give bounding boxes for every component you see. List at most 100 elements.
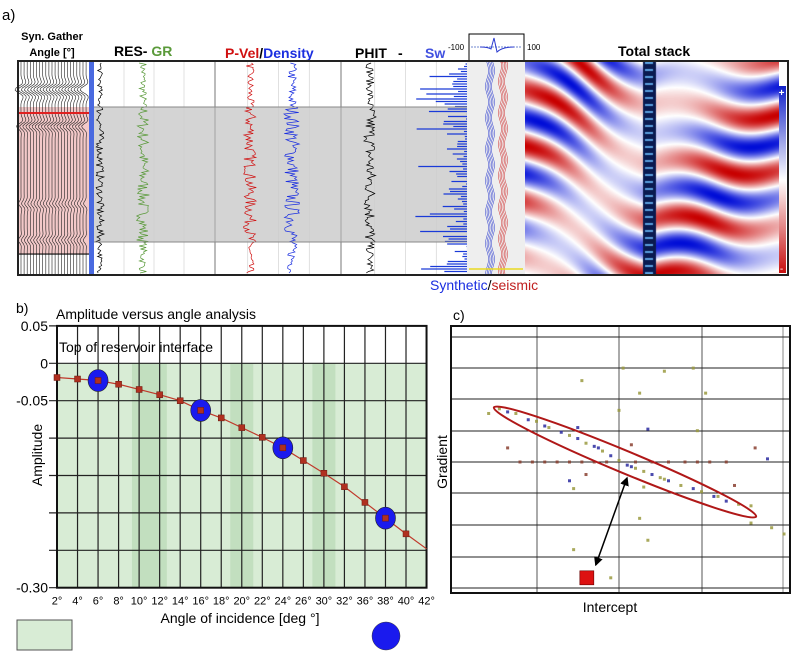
crossplot-point <box>568 460 571 464</box>
phit-label: PHIT <box>355 45 387 61</box>
avo-ylabel: Amplitude <box>29 424 45 486</box>
res-curve <box>95 62 106 274</box>
crossplot-point <box>506 410 510 414</box>
reservoir-zone <box>94 107 467 242</box>
avo-xtick-label: 8° <box>113 596 124 608</box>
colorbar-minus: - <box>780 264 783 275</box>
crossplot-point <box>568 479 571 483</box>
panel-b-label: b) <box>16 300 28 316</box>
crossplot-point <box>629 443 633 447</box>
gather-trace <box>33 61 43 274</box>
synthetic-trace <box>491 61 495 275</box>
crossplot-point <box>609 454 613 458</box>
crossplot-point <box>634 460 637 464</box>
gather-angle-label: Angle [°] <box>29 47 75 59</box>
crossplot-point <box>712 494 716 498</box>
crossplot-point <box>733 483 736 487</box>
res-gr-header: RES- GR <box>114 43 172 59</box>
gather-trace <box>48 61 58 274</box>
panel-c-label: c) <box>453 307 465 323</box>
avo-xtick-label: 22° <box>254 596 271 608</box>
avo-data-point <box>94 377 102 384</box>
double-arrow <box>594 476 629 567</box>
seismic-trace <box>504 61 508 275</box>
phit-curve <box>363 62 377 274</box>
avo-xtick-label: 40° <box>398 596 415 608</box>
synthetic-label: Synthetic <box>430 277 488 293</box>
crossplot-point <box>580 379 584 383</box>
wavelet-curve <box>479 37 515 54</box>
gather-title: Syn. Gather <box>21 31 83 43</box>
avo-data-point <box>176 397 184 404</box>
crossplot-point <box>658 476 662 480</box>
phit-sw-dash: - <box>398 45 403 61</box>
avo-xlabel: Angle of incidence [deg °] <box>161 610 320 626</box>
avo-data-point <box>74 375 81 383</box>
synthetic-seismic-label: Synthetic/seismic <box>430 277 538 293</box>
avo-data-point <box>361 499 369 506</box>
synthetic-trace <box>488 61 492 275</box>
crossplot-point <box>642 469 646 473</box>
crossplot-point <box>634 466 637 470</box>
crossplot-point <box>514 411 518 415</box>
avo-xtick-label: 20° <box>233 596 250 608</box>
panel-a-label: a) <box>2 7 15 24</box>
crossplot-point <box>535 419 538 423</box>
crossplot-point <box>638 516 642 520</box>
crossplot-point <box>518 460 522 464</box>
avo-data-point <box>135 386 143 393</box>
synthetic-trace <box>489 61 494 275</box>
avo-annotation: Top of reservoir interface <box>59 339 213 355</box>
gather-trace <box>42 61 52 274</box>
avo-ytick-label: 0.05 <box>21 318 48 334</box>
avo-ytick-label: -0.30 <box>16 580 48 596</box>
crossplot-point <box>695 429 699 433</box>
avo-chart: 2° 4° 6° 8° 10° 12° 14° 16° 18° 20° 22° 24° 26° 30° 32… <box>16 318 435 608</box>
gather-trace <box>73 61 83 274</box>
crossplot-point <box>580 460 584 464</box>
crossplot-point <box>584 441 588 445</box>
res-label: RES- <box>114 43 148 59</box>
pvel-curve <box>242 62 258 274</box>
gr-curve <box>135 62 150 274</box>
avo-data-point <box>197 407 204 414</box>
synthetic-trace <box>485 61 489 275</box>
seismic-trace <box>498 61 502 275</box>
crossplot-point <box>547 426 551 430</box>
crossplot-point <box>638 391 642 395</box>
stack-title: Total stack <box>618 43 690 59</box>
crossplot-point <box>650 473 654 477</box>
gather-trace <box>76 61 86 274</box>
avo-data-point <box>217 414 225 422</box>
crossplot-point <box>766 457 769 461</box>
seismic-total-stack <box>525 62 779 274</box>
crossplot-point <box>576 437 580 441</box>
crossplot-point <box>625 463 629 467</box>
crossplot-point <box>576 426 580 430</box>
crossplot-point <box>704 391 708 395</box>
crossplot <box>450 325 791 594</box>
crossplot-point <box>662 477 666 481</box>
synthetic-trace <box>486 61 491 275</box>
crossplot-ylabel: Gradient <box>434 435 450 489</box>
crossplot-point <box>695 460 699 464</box>
avo-data-point <box>259 434 266 441</box>
reservoir-point-square <box>579 570 595 586</box>
gather-trace <box>55 61 64 274</box>
avo-xtick-label: 14° <box>172 596 189 608</box>
crossplot-point <box>691 366 695 370</box>
crossplot-point <box>592 460 596 464</box>
crossplot-point <box>584 473 588 477</box>
blue-strip <box>89 62 94 274</box>
avo-data-point <box>279 444 287 452</box>
seismic-trace <box>499 61 504 275</box>
gather-trace <box>61 61 70 274</box>
pvel-label: P-Vel <box>225 45 259 61</box>
crossplot-point <box>601 449 604 453</box>
avo-xtick-label: 4° <box>72 596 83 608</box>
slash-2: / <box>488 277 492 293</box>
gather-trace <box>36 61 46 274</box>
pvel-density-header: P-Vel/Density <box>225 45 314 61</box>
legend-green-box <box>16 619 73 651</box>
